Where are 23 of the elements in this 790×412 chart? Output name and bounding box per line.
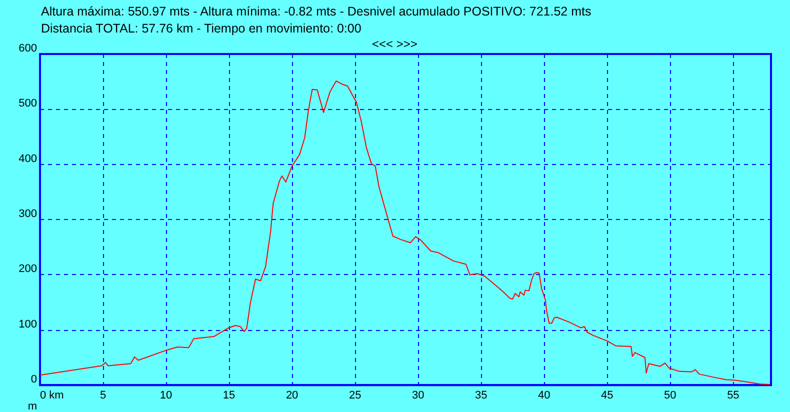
x-tick-label: 50 xyxy=(664,390,676,402)
chart-subtitle: Distancia TOTAL: 57.76 km - Tiempo en movimiento: 0:00 xyxy=(41,22,362,36)
x-tick-label: 25 xyxy=(348,390,362,402)
y-tick-label: 100 xyxy=(18,318,37,330)
x-tick-label: 30 xyxy=(412,390,424,402)
x-tick-label: 45 xyxy=(601,390,614,402)
y-tick-label: 500 xyxy=(18,98,37,110)
x-tick-label: 35 xyxy=(474,390,488,402)
y-tick-label: 600 xyxy=(18,42,37,54)
x-tick-label: 55 xyxy=(727,390,740,402)
y-tick-label: 400 xyxy=(18,152,37,165)
x-tick-label: 5 xyxy=(100,390,106,402)
y-tick-label: 200 xyxy=(18,263,37,276)
y-tick-label: 0 xyxy=(30,374,37,386)
x-tick-label: 10 xyxy=(160,390,172,402)
y-axis-title: m xyxy=(28,400,37,412)
x-tick-label: 0 km xyxy=(40,390,64,402)
x-tick-label: 20 xyxy=(286,390,298,402)
x-tick-label: 40 xyxy=(538,390,550,402)
x-tick-label: 15 xyxy=(222,390,236,402)
y-tick-label: 300 xyxy=(18,208,37,220)
text: <<< >>> xyxy=(372,37,418,51)
chart-title: Altura máxima: 550.97 mts - Altura mínima: -0.82 mts - Desnivel acumulado POSITIVO: 721.52 mts xyxy=(41,4,592,18)
